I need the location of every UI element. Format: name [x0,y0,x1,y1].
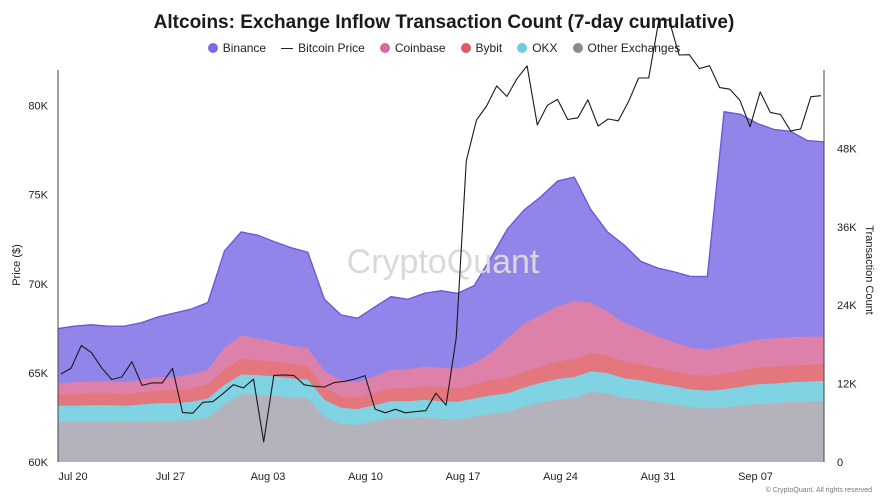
x-tick-label: Jul 20 [58,471,87,483]
y-tick-label: 60K [28,457,48,469]
bitcoin-price-line [60,19,822,443]
x-tick-label: Sep 07 [738,471,773,483]
legend-label-okx: OKX [532,41,558,55]
legend-item-other-exchanges[interactable]: Other Exchanges [572,41,681,55]
y-tick-label: 80K [28,101,48,113]
legend-label-coinbase: Coinbase [394,41,446,55]
y2-axis-title: Transaction Count [863,225,875,314]
y2-tick-label: 24K [837,300,857,312]
x-tick-label: Aug 24 [543,471,578,483]
area-binance [58,111,824,384]
legend-item-bitcoin-price[interactable]: Bitcoin Price [281,41,365,55]
area-outline-binance [57,111,825,330]
legend-item-bybit[interactable]: Bybit [460,41,503,55]
coinbase-swatch-icon [379,43,390,53]
legend-item-okx[interactable]: OKX [517,41,558,55]
legend-label-other-exchanges: Other Exchanges [587,41,681,55]
area-okx [58,371,824,425]
chart-title: Altcoins: Exchange Inflow Transaction Co… [153,12,735,33]
x-tick-label: Aug 31 [641,471,676,483]
legend: Binance Bitcoin Price Coinbase Bybit OKX… [0,41,888,55]
area-coinbase [58,301,824,398]
watermark: CryptoQuant [347,243,540,281]
bybit-swatch-icon [460,43,471,53]
legend-label-bybit: Bybit [475,41,503,55]
x-tick-label: Jul 27 [156,471,185,483]
legend-item-coinbase[interactable]: Coinbase [379,41,446,55]
legend-label-bitcoin-price: Bitcoin Price [298,41,365,55]
legend-item-binance[interactable]: Binance [207,41,267,55]
other-exchanges-swatch-icon [572,43,583,53]
x-tick-label: Aug 17 [446,471,481,483]
y2-tick-label: 12K [837,379,857,391]
area-other-exchanges [58,392,824,462]
y2-tick-label: 36K [837,222,857,234]
okx-swatch-icon [517,43,528,53]
y-axis-title: Price ($) [11,244,23,286]
binance-swatch-icon [207,43,218,53]
x-tick-label: Aug 03 [251,471,286,483]
area-bybit [58,352,824,410]
y2-tick-label: 48K [837,143,857,155]
legend-label-binance: Binance [222,41,267,55]
x-tick-label: Aug 10 [348,471,383,483]
y-tick-label: 75K [28,190,48,202]
y-tick-label: 70K [28,279,48,291]
credit-text: © CryptoQuant. All rights reserved [765,487,872,494]
y2-tick-label: 0 [837,457,843,469]
y-tick-label: 65K [28,368,48,380]
bitcoin-price-swatch-icon [281,47,294,49]
